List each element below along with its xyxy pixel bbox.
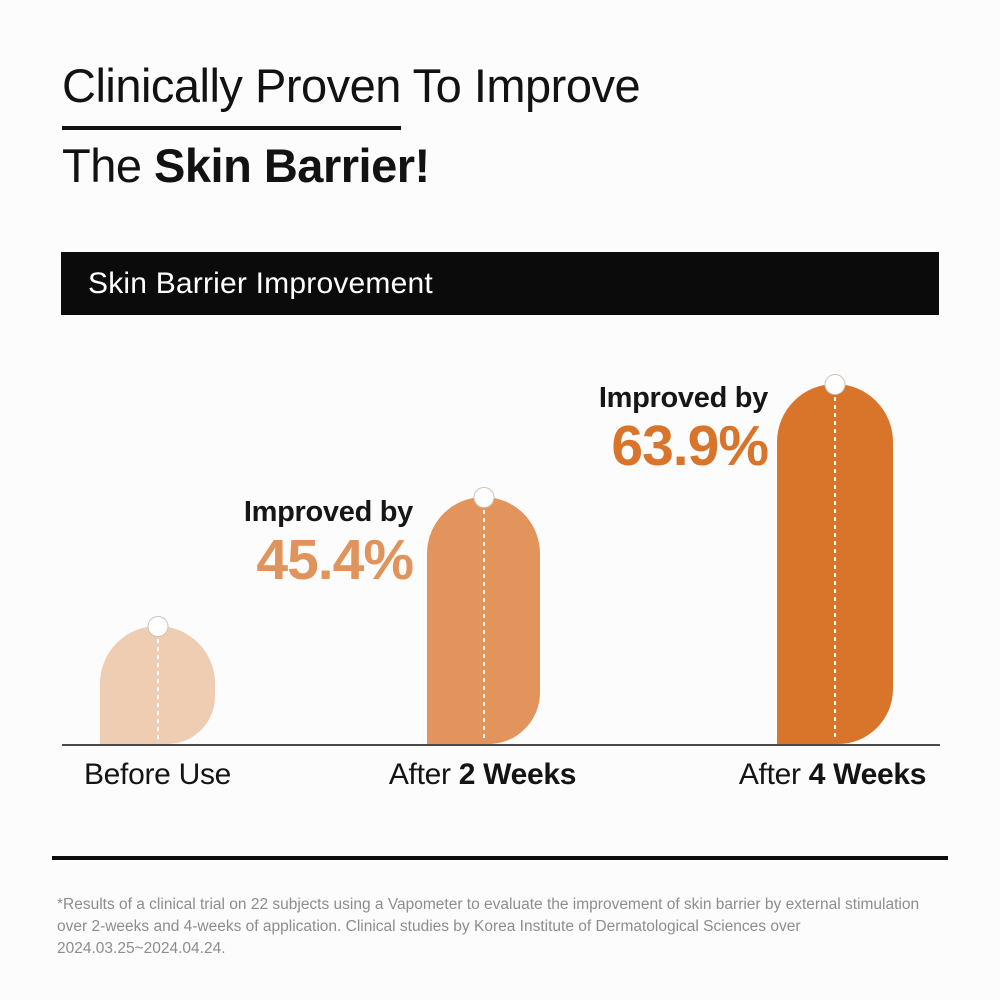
bar-after-4-weeks [777, 374, 893, 744]
callout-after-2-weeks: Improved by 45.4% [243, 494, 414, 592]
x-label-normal: After [738, 758, 809, 791]
callout-title: Improved by [598, 382, 768, 414]
chart-baseline [62, 744, 940, 746]
x-label-bold: 4 Weeks [808, 758, 927, 791]
x-label-after-2-weeks: After 2 Weeks [365, 758, 600, 792]
bottom-divider-line [52, 856, 948, 860]
bar-center-dashed-line [482, 510, 485, 741]
page-title: Clinically Proven To Improve The Skin Ba… [62, 50, 641, 201]
section-banner: Skin Barrier Improvement [61, 252, 939, 315]
callout-after-4-weeks: Improved by 63.9% [598, 380, 769, 478]
bar-after-2-weeks [427, 487, 540, 744]
title-line-1: Clinically Proven To Improve [62, 50, 641, 130]
x-label-normal: Before Use [83, 758, 232, 791]
bar-top-circle-icon [824, 374, 846, 395]
x-label-before-use: Before Use [40, 758, 275, 792]
footnote: *Results of a clinical trial on 22 subje… [57, 894, 957, 960]
callout-title: Improved by [243, 496, 413, 528]
bar-top-circle-icon [473, 487, 494, 508]
bar-center-dashed-line [156, 639, 159, 741]
section-banner-label: Skin Barrier Improvement [88, 266, 433, 300]
title-line2-prefix: The [62, 139, 155, 192]
title-line-2: The Skin Barrier! [62, 130, 640, 201]
title-line2-bold: Skin Barrier! [154, 139, 430, 192]
x-label-normal: After [388, 758, 459, 791]
footnote-line-1: *Results of a clinical trial on 22 subje… [57, 896, 920, 913]
x-label-after-4-weeks: After 4 Weeks [715, 758, 950, 792]
callout-value: 45.4% [256, 528, 414, 592]
bar-before-use [100, 616, 215, 744]
title-line1-rest: To Improve [400, 59, 641, 112]
title-underlined-phrase: Clinically Proven [62, 50, 401, 130]
callout-value: 63.9% [611, 414, 769, 478]
bar-top-circle-icon [147, 616, 168, 637]
x-label-bold: 2 Weeks [458, 758, 577, 791]
footnote-line-2: over 2-weeks and 4-weeks of application.… [57, 918, 801, 957]
bar-center-dashed-line [834, 397, 836, 741]
